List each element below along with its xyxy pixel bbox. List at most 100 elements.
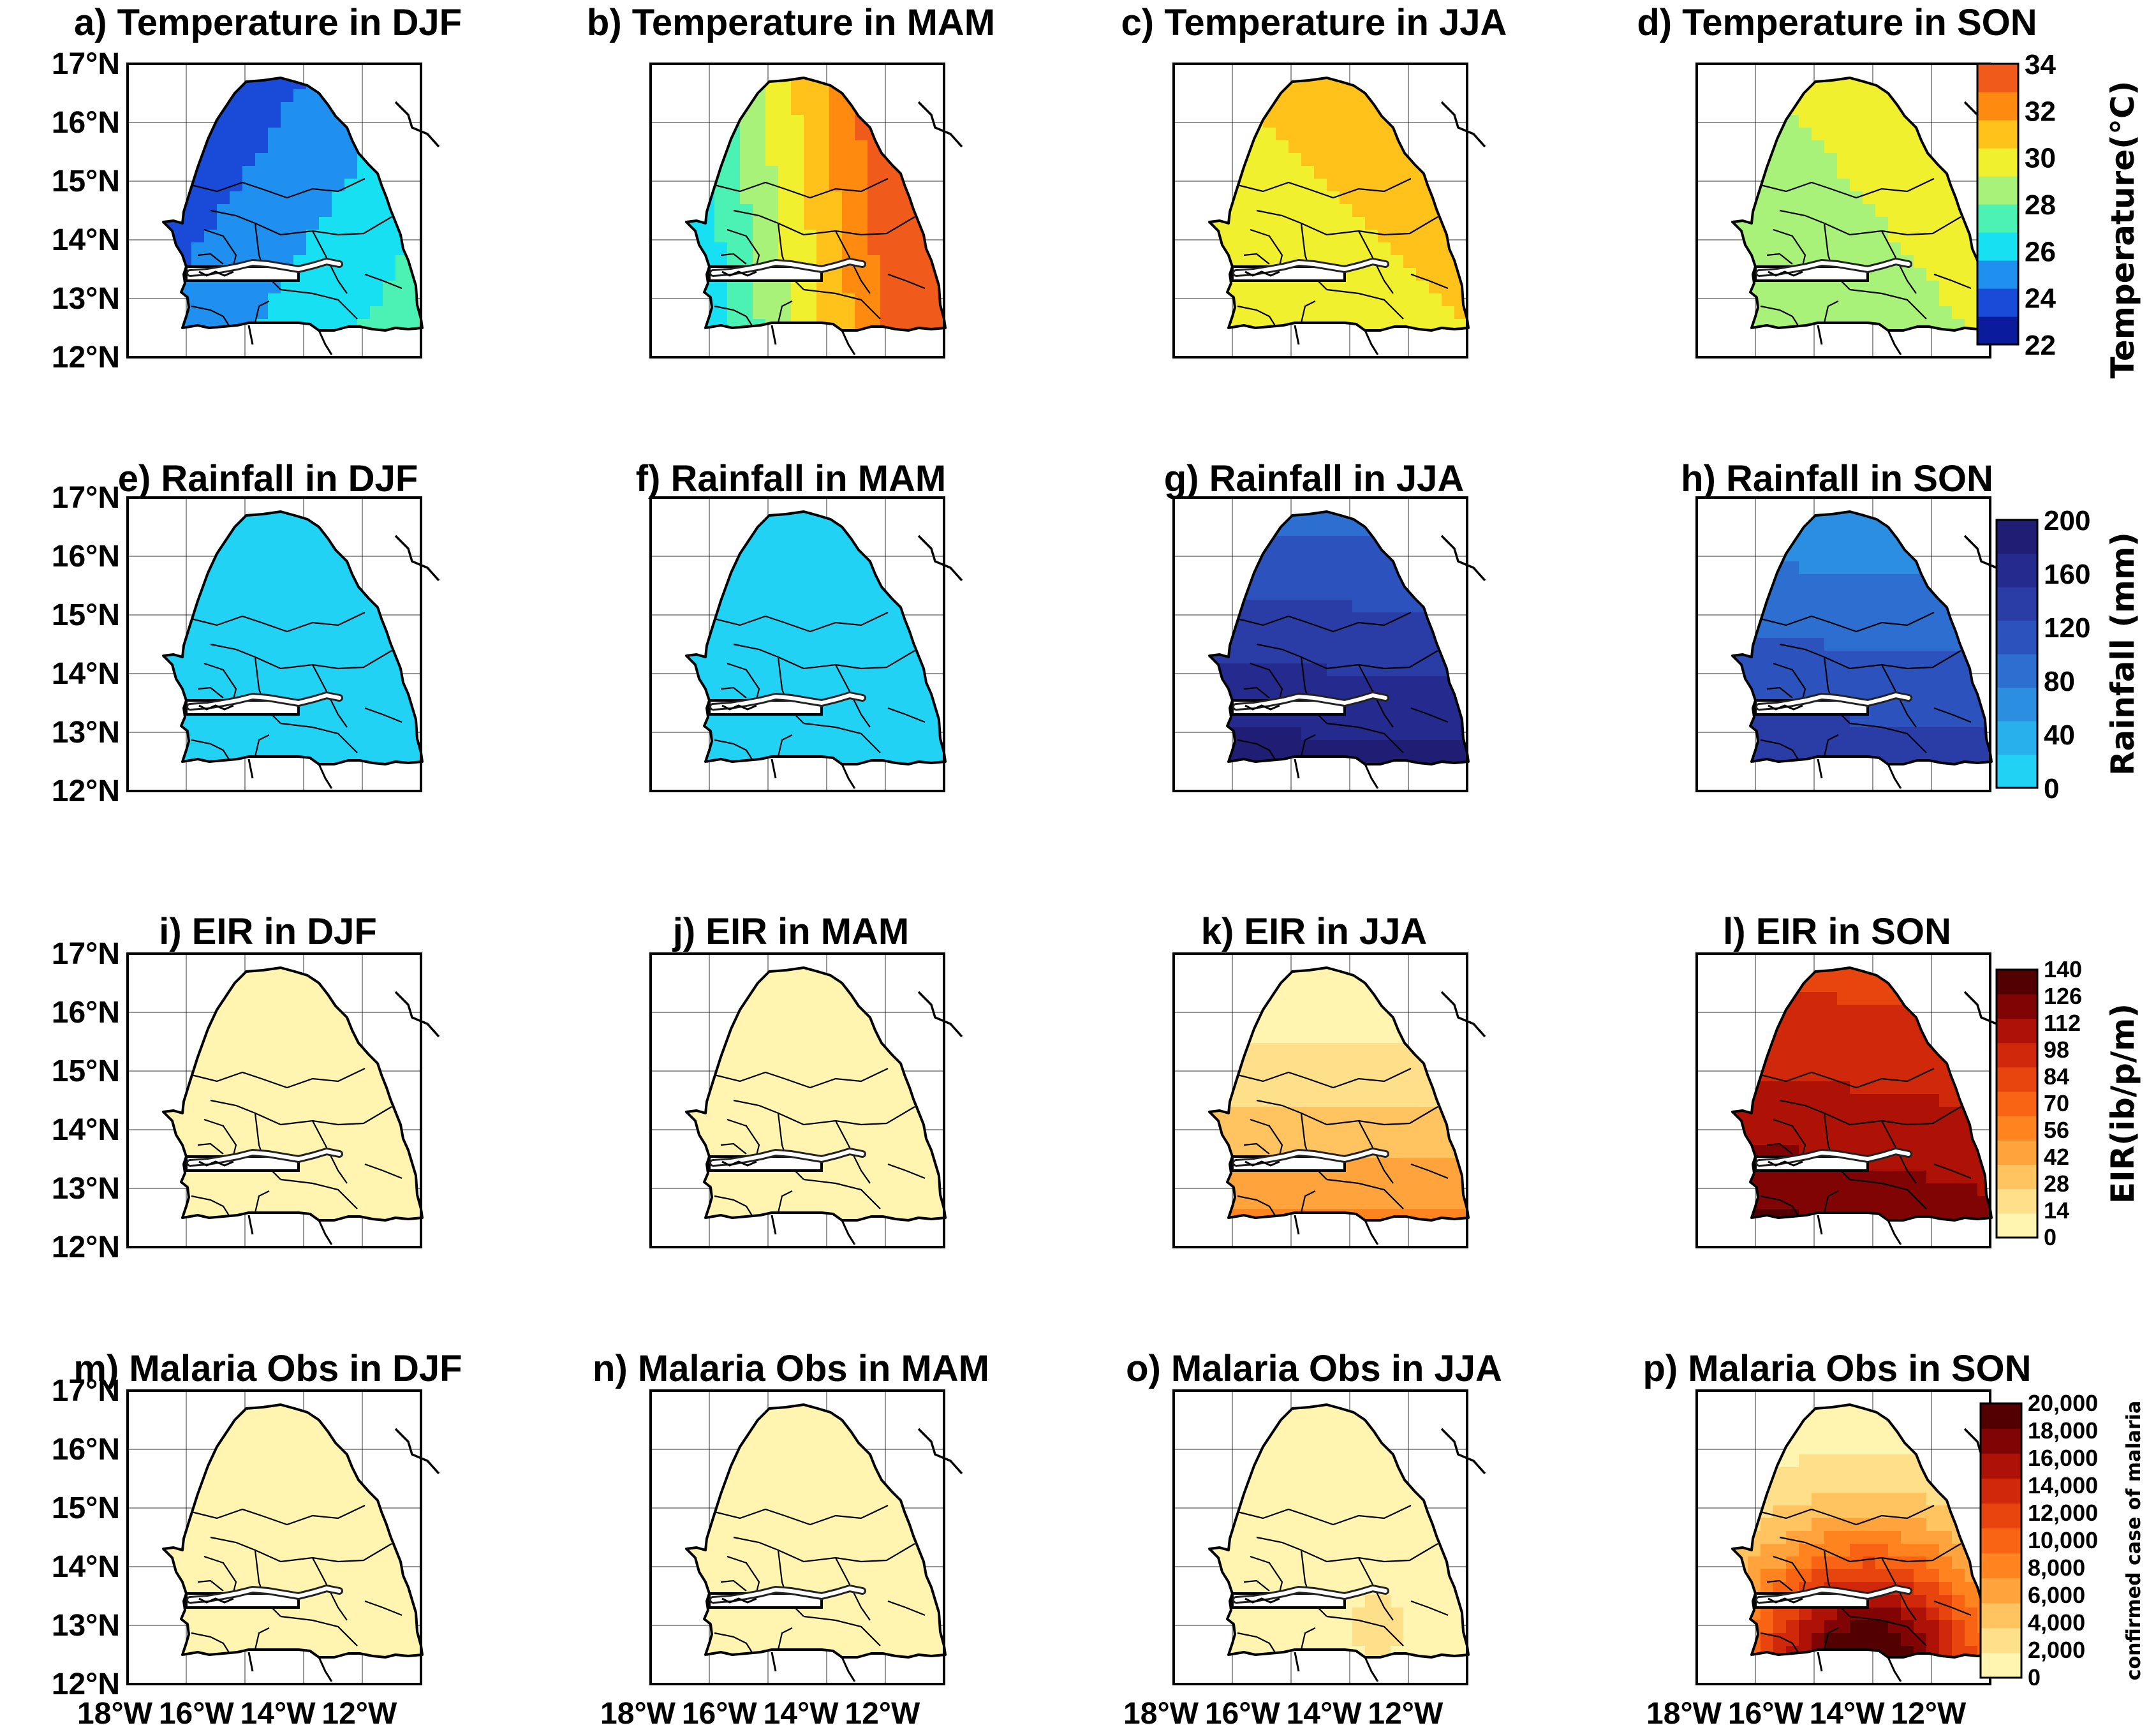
map-cell [1863, 676, 1876, 690]
map-cell [740, 204, 753, 218]
map-cell [268, 140, 281, 154]
map-cell [281, 115, 294, 128]
map-cell [230, 102, 243, 115]
map-cell [765, 306, 779, 320]
map-cell [778, 128, 792, 141]
map-cell [791, 523, 804, 536]
map-cell [1442, 306, 1455, 320]
map-cell [306, 204, 320, 218]
map-cell [319, 1158, 332, 1171]
map-cell [319, 1209, 332, 1220]
map-cell [204, 676, 218, 690]
map-cell [1378, 651, 1391, 664]
map-cell [217, 714, 230, 728]
map-cell [1391, 663, 1404, 677]
map-cell [255, 1017, 269, 1031]
map-cell [868, 230, 881, 243]
map-cell [344, 153, 358, 166]
map-cell [829, 191, 843, 205]
map-cell [179, 1120, 192, 1133]
map-cell [1850, 217, 1863, 230]
map-cell [1965, 281, 1978, 294]
map-cell [1237, 689, 1251, 702]
map-cell [1799, 140, 1812, 154]
map-cell [1850, 523, 1863, 536]
map-cell [1263, 612, 1276, 626]
map-cell [1888, 217, 1901, 230]
map-cell [714, 179, 728, 192]
map-cell [842, 600, 855, 613]
map-cell [230, 217, 243, 230]
map-cell [306, 587, 320, 600]
map-cell [242, 625, 256, 639]
map-cell [281, 1068, 294, 1082]
map-cell [855, 638, 868, 651]
map-cell [1888, 612, 1901, 626]
map-cell [1314, 740, 1327, 753]
map-cell [829, 740, 843, 753]
map-cell [1340, 89, 1353, 103]
map-cell [217, 115, 230, 128]
map-cell [268, 306, 281, 320]
map-cell [357, 676, 371, 690]
map-cell [1378, 638, 1391, 651]
map-cell [217, 1043, 230, 1056]
map-cell [293, 1107, 307, 1120]
map-cell [230, 1171, 243, 1184]
map-cell [1288, 115, 1302, 128]
lat-tick-label: 17°N [52, 937, 120, 971]
map-cell [1824, 230, 1838, 243]
map-cell [804, 638, 817, 651]
map-cell [1327, 166, 1340, 179]
map-cell [217, 1183, 230, 1197]
map-cell [1378, 242, 1391, 256]
map-cell [778, 217, 792, 230]
map-cell [306, 574, 320, 588]
map-cell [319, 1094, 332, 1107]
panel-title: i) EIR in DJF [159, 911, 377, 952]
map-cell [791, 166, 804, 179]
map-cell [306, 702, 320, 715]
map-cell [1888, 714, 1901, 728]
map-cell [1403, 625, 1417, 639]
map-cell [765, 166, 779, 179]
map-cell [1837, 612, 1850, 626]
panel-rainfall-son: h) Rainfall in SON [1681, 458, 2009, 792]
map-cell [868, 293, 881, 307]
map-cell [230, 1005, 243, 1018]
map-cell [893, 242, 906, 256]
map-cell [293, 1132, 307, 1146]
map-cell [816, 638, 830, 651]
map-cell [1888, 702, 1901, 715]
map-cell [791, 587, 804, 600]
map-cell [242, 740, 256, 753]
map-cell [281, 306, 294, 320]
map-cell [740, 638, 753, 651]
map-cell [306, 1196, 320, 1209]
map-cell [1263, 242, 1276, 256]
map-cell [1378, 574, 1391, 588]
lat-tick-label: 15°N [52, 165, 120, 198]
map-cell [357, 179, 371, 192]
map-cell [383, 727, 396, 741]
map-cell [1850, 549, 1863, 562]
map-cell [868, 217, 881, 230]
map-cell [1952, 689, 1965, 702]
map-cell [1365, 651, 1378, 664]
map-cell [906, 268, 919, 281]
map-cell [1888, 191, 1901, 205]
map-cell [1340, 217, 1353, 230]
map-cell [1799, 306, 1812, 320]
map-cell [855, 561, 868, 575]
map-cell [319, 153, 332, 166]
map-cell [1824, 128, 1838, 141]
map-cell [357, 702, 371, 715]
map-cell [1901, 702, 1914, 715]
map-cell [370, 1171, 383, 1184]
map-cell [816, 293, 830, 307]
map-cell [702, 230, 715, 243]
map-cell [332, 676, 345, 690]
map-cell [714, 217, 728, 230]
map-cell [293, 1183, 307, 1197]
map-cell [740, 612, 753, 626]
